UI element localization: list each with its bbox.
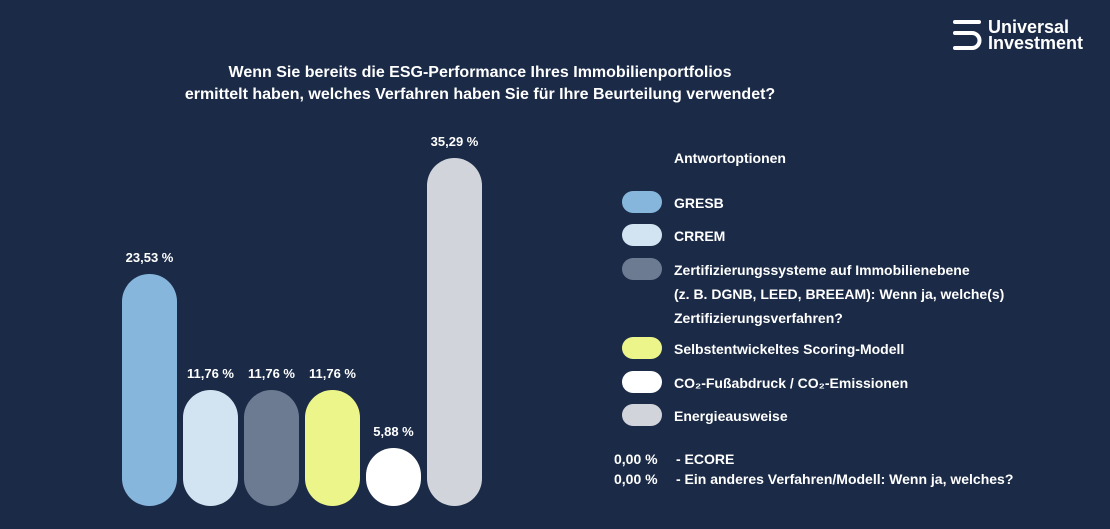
legend-label-zertifizierung-line-2: (z. B. DGNB, LEED, BREEAM): Wenn ja, wel… bbox=[674, 286, 1005, 302]
legend-item-energieausweise: Energieausweise bbox=[622, 404, 1054, 428]
legend-item-co2: CO₂-Fußabdruck / CO₂-Emissionen bbox=[622, 371, 1054, 395]
bar-energieausweise bbox=[427, 158, 482, 506]
bar-selbstentwickeltes-scoring-modell bbox=[305, 390, 360, 506]
logo-text: Universal Investment bbox=[988, 17, 1084, 53]
legend-item-scoring: Selbstentwickeltes Scoring-Modell bbox=[622, 337, 1054, 361]
legend-label-zertifizierung-line-1: Zertifizierungssysteme auf Immobilienebe… bbox=[674, 262, 970, 278]
chart-title-line-2: ermittelt haben, welches Verfahren haben… bbox=[184, 86, 776, 103]
legend-title: Antwortoptionen bbox=[674, 150, 786, 166]
legend-label-energieausweise: Energieausweise bbox=[674, 408, 788, 424]
bar-value-label-energieausweise: 35,29 % bbox=[431, 134, 479, 149]
chart-title: Wenn Sie bereits die ESG-Performance Ihr… bbox=[150, 62, 810, 106]
company-logo: Universal Investment bbox=[952, 18, 1083, 52]
bar-value-label-crrem: 11,76 % bbox=[187, 366, 234, 381]
bar-gresb bbox=[122, 273, 177, 506]
legend-label-crrem: CRREM bbox=[674, 228, 726, 244]
bar-value-label-co-fu-abdruck-co-emissionen: 5,88 % bbox=[373, 424, 414, 439]
extra-label-other: - Ein anderes Verfahren/Modell: Wenn ja,… bbox=[676, 471, 1014, 487]
bar-chart: 23,53 % 11,76 % 11,76 % 11,76 % 5,88 % 35,29 … bbox=[122, 134, 482, 506]
bar-co-fu-abdruck-co-emissionen bbox=[366, 448, 421, 506]
legend-swatch-co2 bbox=[622, 371, 662, 393]
legend-item-zertifizierung: Zertifizierungssysteme auf Immobilienebe… bbox=[622, 258, 1054, 330]
extra-row-other: 0,00 % - Ein anderes Verfahren/Modell: W… bbox=[614, 469, 1013, 489]
logo-line-2: Investment bbox=[988, 33, 1084, 53]
legend-swatch-energieausweise bbox=[622, 404, 662, 426]
chart-title-line-1: Wenn Sie bereits die ESG-Performance Ihr… bbox=[228, 64, 732, 81]
bar-value-label-selbstentwickeltes-scoring-modell: 11,76 % bbox=[309, 366, 356, 381]
logo-line-1: Universal bbox=[988, 17, 1070, 37]
legend-label-scoring: Selbstentwickeltes Scoring-Modell bbox=[674, 341, 905, 357]
extra-row-ecore: 0,00 % - ECORE bbox=[614, 449, 1013, 469]
legend-label-gresb: GRESB bbox=[674, 195, 724, 211]
legend-label-zertifizierung-line-3: Zertifizierungsverfahren? bbox=[674, 310, 843, 326]
legend-swatch-zertifizierung bbox=[622, 258, 662, 280]
universal-investment-logo-icon bbox=[953, 20, 982, 50]
legend-swatch-crrem bbox=[622, 224, 662, 246]
extra-options: 0,00 % - ECORE 0,00 % - Ein anderes Verf… bbox=[614, 449, 1013, 489]
legend-item-crrem: CRREM bbox=[622, 224, 1054, 248]
legend-swatch-scoring bbox=[622, 337, 662, 359]
bar-value-label-zertifizierungssysteme-auf-immobilienebene: 11,76 % bbox=[248, 366, 295, 381]
legend-label-co2: CO₂-Fußabdruck / CO₂-Emissionen bbox=[674, 375, 909, 391]
extra-pct-other: 0,00 % bbox=[614, 471, 658, 487]
extra-label-ecore: - ECORE bbox=[676, 451, 735, 467]
legend-swatch-gresb bbox=[622, 191, 662, 213]
legend-label-zertifizierung: Zertifizierungssysteme auf Immobilienebe… bbox=[674, 258, 1054, 330]
legend-item-gresb: GRESB bbox=[622, 191, 1054, 215]
bar-value-label-gresb: 23,53 % bbox=[126, 250, 174, 265]
bar-crrem bbox=[183, 390, 238, 506]
extra-pct-ecore: 0,00 % bbox=[614, 451, 658, 467]
bar-zertifizierungssysteme-auf-immobilienebene bbox=[244, 390, 299, 506]
